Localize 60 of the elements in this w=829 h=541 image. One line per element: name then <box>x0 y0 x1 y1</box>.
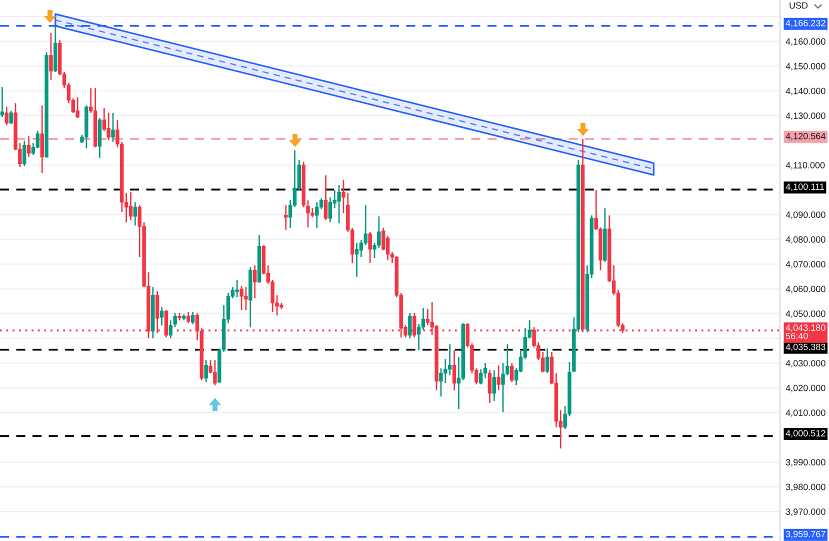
candlestick <box>111 112 115 143</box>
y-tick-label: 4,160.000 <box>786 38 826 46</box>
y-tick-label: 4,030.000 <box>786 360 826 368</box>
candlestick <box>9 110 13 125</box>
y-tick-label: 3,970.000 <box>786 508 826 516</box>
y-tick-label: 4,140.000 <box>786 88 826 96</box>
candlestick <box>186 311 190 324</box>
ref-line-label: 4,000.512 <box>786 430 826 438</box>
candlestick <box>328 196 332 223</box>
candlestick <box>284 204 288 231</box>
candlestick <box>315 202 319 229</box>
candlestick <box>40 104 44 174</box>
candlestick <box>381 227 386 251</box>
candlestick <box>488 370 492 404</box>
candlestick <box>545 348 550 374</box>
y-tick-label: 4,090.000 <box>786 212 826 219</box>
candlestick <box>49 32 53 81</box>
candlestick <box>426 308 430 326</box>
candlestick <box>235 279 239 298</box>
ref-line-label: 4,100.111 <box>786 184 824 191</box>
candlestick <box>492 370 496 402</box>
candlestick <box>324 174 328 221</box>
candlestick <box>0 86 4 118</box>
y-tick-label: 4,110.000 <box>786 162 825 170</box>
ref-line-label: 3,959.767 <box>786 530 826 538</box>
y-tick-label: 4,010.000 <box>786 410 826 417</box>
candlestick <box>128 191 133 221</box>
candlestick <box>26 135 31 158</box>
y-tick-label: 3,980.000 <box>786 484 826 492</box>
candlestick <box>160 306 164 326</box>
candlestick <box>496 364 500 391</box>
candlestick <box>368 231 372 264</box>
candlestick <box>190 311 195 325</box>
ref-line-label: 4,043.180 56:40 <box>786 324 826 340</box>
candlestick <box>204 359 208 383</box>
candlestick <box>252 264 257 299</box>
y-tick-label: 4,070.000 <box>786 261 826 268</box>
y-tick-label: 3,990.000 <box>786 459 826 466</box>
y-tick-label: 4,150.000 <box>786 63 826 71</box>
candlestick <box>354 242 359 278</box>
candlestick <box>452 349 456 391</box>
ref-line-label: 4,035.383 <box>786 344 826 352</box>
candlestick <box>421 307 426 331</box>
candlestick <box>106 112 110 141</box>
y-tick-label: 4,080.000 <box>786 236 826 244</box>
candlestick <box>76 96 80 119</box>
ref-line-label: 4,120.564 <box>786 132 826 140</box>
y-tick-label: 4,060.000 <box>786 286 826 294</box>
y-tick-label: 4,050.000 <box>786 310 826 318</box>
candlestick <box>510 362 514 383</box>
y-tick-label: 4,020.000 <box>786 384 826 392</box>
candlestick <box>133 202 138 226</box>
candlestick <box>478 368 483 386</box>
ref-line-label: 4,166.232 <box>786 20 826 28</box>
candlestick <box>408 312 412 340</box>
candlestick <box>4 106 9 126</box>
candlestick <box>448 344 452 376</box>
y-axis-title: USD <box>790 2 808 9</box>
y-tick-label: 4,130.000 <box>786 112 826 120</box>
candlestick <box>22 140 26 167</box>
